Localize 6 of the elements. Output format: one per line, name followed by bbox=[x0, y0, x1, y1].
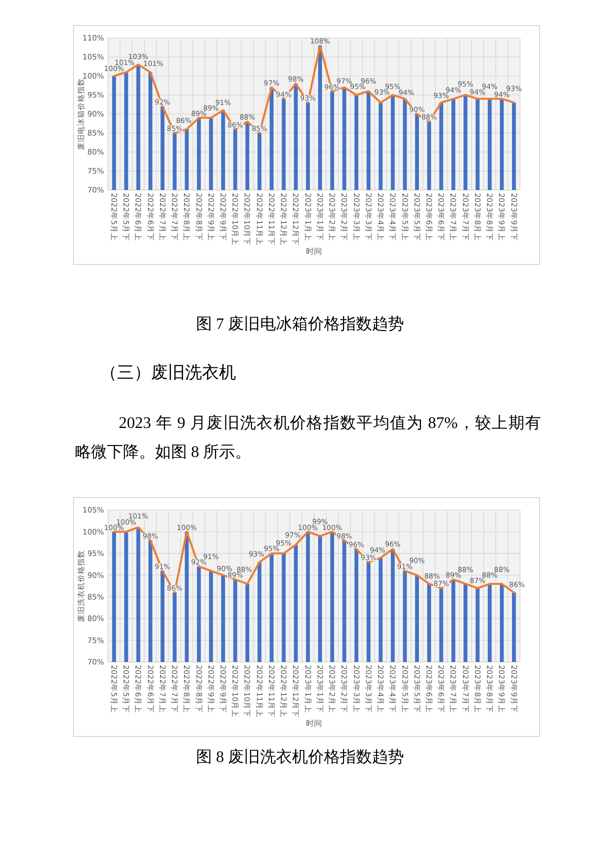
x-axis-title: 时间 bbox=[306, 246, 322, 256]
chart-subtitle: 2023 年 9 月废旧洗衣机价格指数平均值为 87%，较上期有略微下降。如图 8 所示。 bbox=[75, 413, 541, 463]
x-axis-title: 时间 bbox=[306, 718, 322, 728]
caption: 图 8 废旧洗衣机价格指数趋势 bbox=[195, 748, 405, 768]
caption: 图 7 废旧电冰箱价格指数趋势 bbox=[195, 314, 405, 335]
chart-title: （三）废旧洗衣机 bbox=[100, 362, 236, 384]
